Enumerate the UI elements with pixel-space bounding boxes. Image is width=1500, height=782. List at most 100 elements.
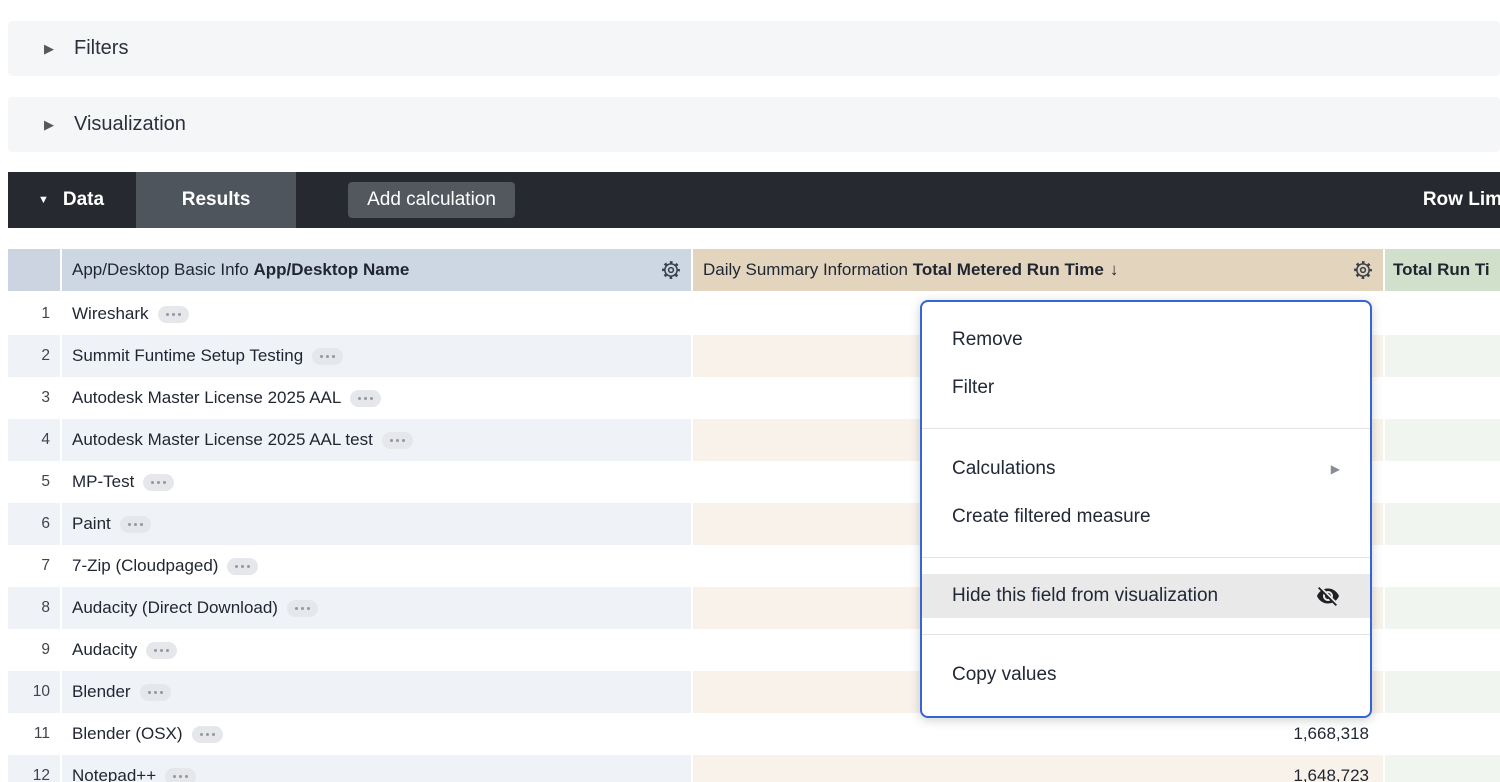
filters-panel-label: Filters (74, 37, 129, 59)
add-calculation-button[interactable]: Add calculation (348, 182, 515, 218)
row-number: 9 (8, 629, 60, 671)
app-name-text: MP-Test (72, 472, 135, 491)
column-field-label: Total Run Ti (1393, 260, 1490, 279)
app-name-cell[interactable]: Paint (62, 503, 691, 545)
sort-desc-icon: ↓ (1109, 260, 1119, 279)
total-run-time-cell[interactable] (1385, 713, 1500, 755)
menu-item-remove[interactable]: Remove (952, 329, 1023, 350)
app-name-text: Autodesk Master License 2025 AAL (72, 388, 342, 407)
table-row: 11 Blender (OSX) 1,668,318 (8, 713, 1500, 755)
app-name-text: Wireshark (72, 304, 149, 323)
app-name-text: Summit Funtime Setup Testing (72, 346, 304, 365)
column-field-label: App/Desktop Name (253, 260, 410, 279)
overflow-menu-icon[interactable] (286, 599, 318, 617)
row-number: 8 (8, 587, 60, 629)
visualization-panel-header[interactable]: ▶ Visualization (8, 97, 1500, 152)
column-field-label: Total Metered Run Time (912, 260, 1104, 279)
column-header-total-run-time[interactable]: Total Run Ti (1385, 249, 1500, 291)
app-name-cell[interactable]: Audacity (Direct Download) (62, 587, 691, 629)
total-run-time-cell[interactable] (1385, 335, 1500, 377)
app-name-cell[interactable]: Autodesk Master License 2025 AAL test (62, 419, 691, 461)
total-run-time-cell[interactable] (1385, 377, 1500, 419)
chevron-down-icon: ▼ (38, 193, 49, 206)
total-run-time-cell[interactable] (1385, 545, 1500, 587)
data-toolbar: ▼ Data Results Add calculation Row Lim (8, 172, 1500, 228)
total-run-time-cell[interactable] (1385, 671, 1500, 713)
overflow-menu-icon[interactable] (381, 431, 413, 449)
overflow-menu-icon[interactable] (139, 683, 171, 701)
eye-off-icon (1317, 587, 1339, 606)
row-number: 6 (8, 503, 60, 545)
app-name-text: Autodesk Master License 2025 AAL test (72, 430, 373, 449)
data-section-label: Data (62, 189, 105, 210)
row-limit-label: Row Lim (1422, 189, 1500, 210)
column-context-menu: Remove Filter Calculations ▶ Create filt… (920, 300, 1372, 718)
menu-item-create-filtered-measure[interactable]: Create filtered measure (952, 506, 1151, 527)
app-name-text: Blender (72, 682, 131, 701)
table-row: 12 Notepad++ 1,648,723 (8, 755, 1500, 782)
row-number: 1 (8, 293, 60, 335)
menu-item-hide-field[interactable]: Hide this field from visualization (922, 574, 1370, 618)
app-name-cell[interactable]: Blender (OSX) (62, 713, 691, 755)
app-name-cell[interactable]: Wireshark (62, 293, 691, 335)
row-number: 4 (8, 419, 60, 461)
row-number: 11 (8, 713, 60, 755)
total-run-time-cell[interactable] (1385, 629, 1500, 671)
app-name-cell[interactable]: Summit Funtime Setup Testing (62, 335, 691, 377)
visualization-panel-label: Visualization (74, 113, 186, 135)
app-name-text: Audacity (Direct Download) (72, 598, 278, 617)
overflow-menu-icon[interactable] (143, 473, 175, 491)
metered-run-time-cell[interactable]: 1,668,318 (693, 713, 1383, 755)
total-run-time-cell[interactable] (1385, 503, 1500, 545)
table-header-row: App/Desktop Basic Info App/Desktop Name … (8, 249, 1500, 291)
total-run-time-cell[interactable] (1385, 755, 1500, 782)
row-number: 12 (8, 755, 60, 782)
tab-results[interactable]: Results (136, 172, 297, 228)
menu-item-label: Hide this field from visualization (952, 585, 1219, 606)
app-name-text: Blender (OSX) (72, 724, 183, 743)
app-name-cell[interactable]: Audacity (62, 629, 691, 671)
row-number: 3 (8, 377, 60, 419)
menu-divider (922, 634, 1370, 635)
overflow-menu-icon[interactable] (146, 641, 178, 659)
menu-item-copy-values[interactable]: Copy values (952, 664, 1057, 685)
column-header-app-desktop-name[interactable]: App/Desktop Basic Info App/Desktop Name (62, 249, 691, 291)
app-name-cell[interactable]: Blender (62, 671, 691, 713)
menu-item-calculations[interactable]: Calculations ▶ (922, 445, 1370, 493)
app-name-text: Notepad++ (72, 766, 157, 782)
chevron-right-icon: ▶ (44, 41, 54, 56)
app-name-cell[interactable]: MP-Test (62, 461, 691, 503)
menu-divider (922, 557, 1370, 558)
app-name-cell[interactable]: 7-Zip (Cloudpaged) (62, 545, 691, 587)
gear-icon[interactable] (1352, 259, 1374, 281)
column-group-label: Daily Summary Information (703, 260, 913, 279)
overflow-menu-icon[interactable] (165, 767, 197, 782)
app-name-cell[interactable]: Notepad++ (62, 755, 691, 782)
row-number-column-header (8, 249, 60, 291)
metered-run-time-cell[interactable]: 1,648,723 (693, 755, 1383, 782)
app-name-cell[interactable]: Autodesk Master License 2025 AAL (62, 377, 691, 419)
overflow-menu-icon[interactable] (191, 725, 223, 743)
menu-divider (922, 428, 1370, 429)
app-name-text: Paint (72, 514, 111, 533)
overflow-menu-icon[interactable] (350, 389, 382, 407)
app-name-text: Audacity (72, 640, 138, 659)
column-header-total-metered-run-time[interactable]: Daily Summary Information Total Metered … (693, 249, 1383, 291)
total-run-time-cell[interactable] (1385, 293, 1500, 335)
row-number: 7 (8, 545, 60, 587)
overflow-menu-icon[interactable] (119, 515, 151, 533)
overflow-menu-icon[interactable] (227, 557, 259, 575)
total-run-time-cell[interactable] (1385, 419, 1500, 461)
row-number: 5 (8, 461, 60, 503)
row-number: 10 (8, 671, 60, 713)
overflow-menu-icon[interactable] (157, 305, 189, 323)
filters-panel-header[interactable]: ▶ Filters (8, 21, 1500, 76)
gear-icon[interactable] (660, 259, 682, 281)
column-group-label: App/Desktop Basic Info (72, 260, 254, 279)
total-run-time-cell[interactable] (1385, 587, 1500, 629)
data-section-toggle[interactable]: ▼ Data (8, 172, 136, 228)
submenu-arrow-icon: ▶ (1330, 462, 1340, 476)
total-run-time-cell[interactable] (1385, 461, 1500, 503)
overflow-menu-icon[interactable] (312, 347, 344, 365)
menu-item-filter[interactable]: Filter (952, 377, 995, 398)
